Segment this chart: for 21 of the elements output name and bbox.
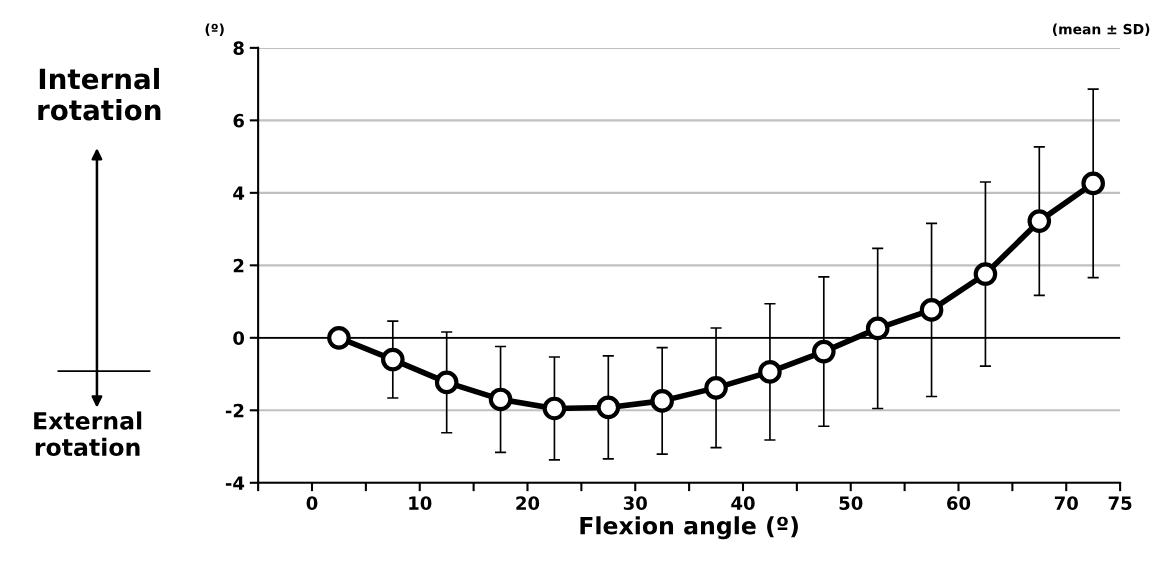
x-tick-label: 20 — [516, 496, 540, 510]
y-tick-label: -4 — [225, 476, 245, 490]
y-tick-label: -2 — [225, 403, 244, 418]
x-tick-label: 75 — [1108, 496, 1132, 510]
x-tick-label: 50 — [839, 496, 863, 510]
y-tick-label: 4 — [233, 186, 245, 200]
x-tick-label: 10 — [409, 496, 432, 510]
y-tick-label: 2 — [233, 258, 244, 273]
text: Internal rotation — [38, 67, 161, 121]
x-tick-label: 0 — [306, 496, 318, 510]
text: (mean ± SD) — [1052, 23, 1150, 36]
x-tick-label: 60 — [947, 496, 971, 510]
y-tick-label: 6 — [233, 113, 244, 128]
y-tick-label: 0 — [233, 331, 245, 345]
text: External rotation — [34, 411, 142, 457]
x-tick-label: 70 — [1054, 496, 1078, 510]
y-axis-title: (º) — [205, 23, 224, 36]
y-tick-label: 8 — [233, 41, 244, 55]
x-tick-label: 30 — [623, 496, 647, 510]
x-axis-title: Flexion angle (º) — [580, 516, 798, 540]
x-tick-label: 40 — [731, 496, 755, 510]
